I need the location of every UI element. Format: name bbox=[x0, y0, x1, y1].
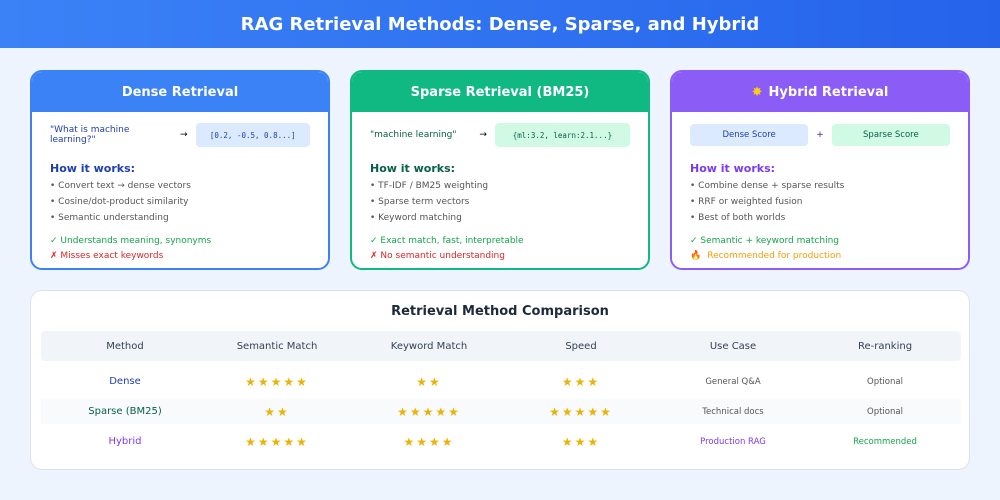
plus-icon: + bbox=[816, 130, 824, 140]
header-cell: Keyword Match bbox=[390, 340, 468, 352]
table-row: Sparse (BM25) ★★ ★★★★★ ★★★★★ Technical docs O… bbox=[41, 399, 961, 424]
use-case-cell: Technical docs bbox=[702, 406, 764, 417]
hybrid-card: ✸ Hybrid Retrieval Dense Score + Sparse Sco… bbox=[670, 70, 970, 270]
speed-stars-3: ★★★ bbox=[561, 434, 601, 449]
speed-stars-5: ★★★★★ bbox=[549, 404, 613, 419]
header-cell: Speed bbox=[565, 340, 597, 352]
dense-vector: [0.2, -0.5, 0.8...] bbox=[195, 123, 310, 147]
dense-card: Dense Retrieval "What is machine learnin… bbox=[30, 70, 330, 270]
method-cell: Hybrid bbox=[108, 436, 142, 447]
how-heading: How it works: bbox=[50, 162, 136, 175]
table-header: Method Semantic Match Keyword Match Spee… bbox=[41, 331, 961, 361]
list-item: • Best of both worlds bbox=[690, 213, 786, 223]
con-text: ✗ Misses exact keywords bbox=[50, 251, 164, 261]
sparse-query: "machine learning" bbox=[370, 130, 457, 140]
header-cell: Use Case bbox=[709, 340, 757, 352]
dense-score-box: Dense Score bbox=[690, 124, 809, 146]
pro-text: ✓ Understands meaning, synonyms bbox=[50, 236, 212, 246]
method-cell: Sparse (BM25) bbox=[88, 406, 162, 417]
list-item: • Semantic understanding bbox=[50, 213, 169, 223]
how-heading: How it works: bbox=[370, 162, 456, 175]
reranking-cell: Optional bbox=[867, 376, 903, 387]
fire-icon: 🔥 bbox=[690, 251, 702, 261]
speed-stars-3: ★★★ bbox=[561, 374, 601, 389]
use-case-cell: Production RAG bbox=[700, 436, 766, 447]
arrow-icon: → bbox=[179, 130, 188, 140]
semantic-stars-5: ★★★★★ bbox=[245, 374, 309, 389]
sparse-card-title: Sparse Retrieval (BM25) bbox=[352, 72, 648, 112]
reranking-cell: Optional bbox=[867, 406, 903, 417]
table-row: Dense ★★★★★ ★★ ★★★ General Q&A Optional bbox=[41, 369, 961, 394]
keyword-stars-4: ★★★★ bbox=[403, 434, 455, 449]
comparison-table: Retrieval Method Comparison Method Seman… bbox=[30, 290, 970, 470]
header-cell: Method bbox=[106, 340, 144, 352]
method-cell: Dense bbox=[109, 376, 141, 387]
recommend-text: Recommended for production bbox=[707, 251, 842, 261]
arrow-icon: → bbox=[479, 130, 487, 140]
list-item: • Keyword matching bbox=[370, 213, 462, 223]
use-case-cell: General Q&A bbox=[705, 376, 761, 387]
how-heading: How it works: bbox=[690, 162, 776, 175]
page-title: RAG Retrieval Methods: Dense, Sparse, an… bbox=[0, 0, 1000, 48]
reranking-cell: Recommended bbox=[853, 436, 917, 447]
list-item: • TF-IDF / BM25 weighting bbox=[370, 181, 489, 191]
dense-card-title: Dense Retrieval bbox=[32, 72, 328, 112]
sparkle-icon: ✸ bbox=[751, 84, 763, 100]
keyword-stars-2: ★★ bbox=[416, 374, 442, 389]
table-title: Retrieval Method Comparison bbox=[391, 304, 609, 319]
semantic-stars-2: ★★ bbox=[264, 404, 290, 419]
list-item: • Convert text → dense vectors bbox=[50, 181, 191, 191]
pro-text: ✓ Semantic + keyword matching bbox=[690, 236, 839, 246]
keyword-stars-5: ★★★★★ bbox=[397, 404, 461, 419]
pro-text: ✓ Exact match, fast, interpretable bbox=[370, 236, 524, 246]
list-item: • Cosine/dot-product similarity bbox=[50, 197, 189, 207]
header-cell: Re-ranking bbox=[857, 340, 913, 352]
list-item: • RRF or weighted fusion bbox=[690, 197, 803, 207]
sparse-card: Sparse Retrieval (BM25) "machine learnin… bbox=[350, 70, 650, 270]
semantic-stars-5: ★★★★★ bbox=[245, 434, 309, 449]
list-item: • Combine dense + sparse results bbox=[690, 181, 845, 191]
list-item: • Sparse term vectors bbox=[370, 197, 470, 207]
hybrid-card-title: Hybrid Retrieval bbox=[768, 84, 889, 100]
sparse-vector: {ml:3.2, learn:2.1...} bbox=[494, 123, 630, 147]
con-text: ✗ No semantic understanding bbox=[370, 251, 505, 261]
dense-query: "What is machine learning?" bbox=[50, 125, 130, 145]
table-row: Hybrid ★★★★★ ★★★★ ★★★ Production RAG Recommen… bbox=[41, 429, 961, 454]
header-cell: Semantic Match bbox=[236, 340, 318, 352]
sparse-score-box: Sparse Score bbox=[831, 124, 950, 146]
